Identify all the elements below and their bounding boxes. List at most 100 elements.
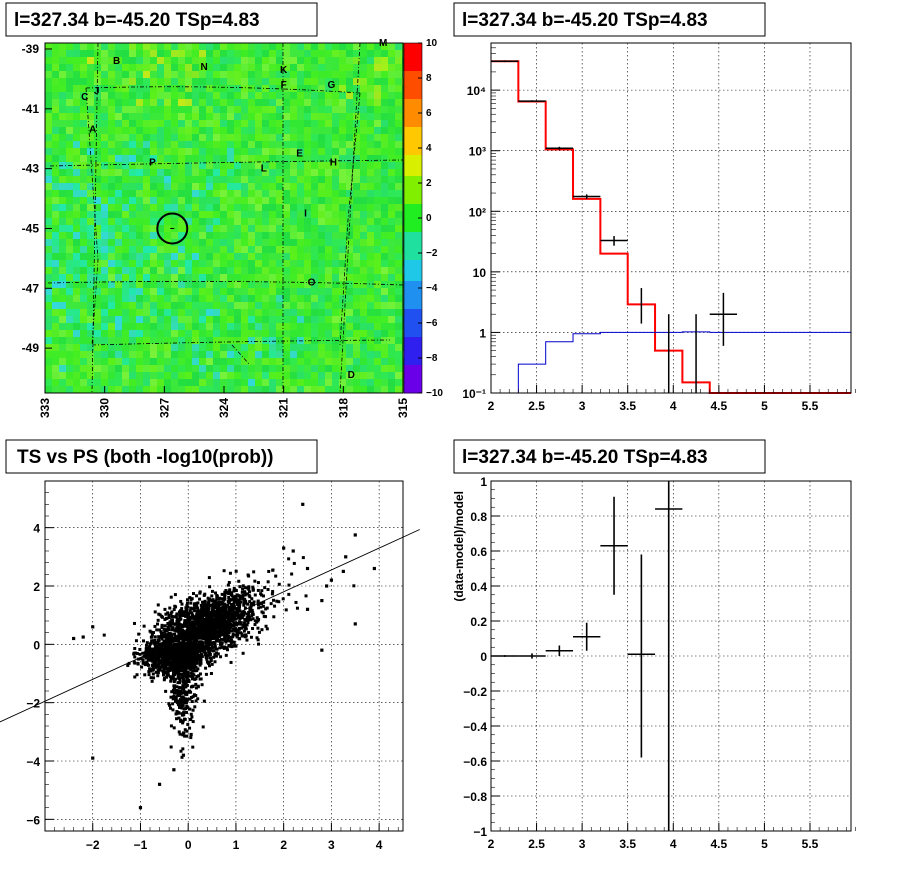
scatter-point — [188, 596, 192, 600]
map-pixel — [367, 344, 374, 351]
map-pixel — [255, 295, 262, 302]
colorbar-segment — [404, 225, 422, 233]
map-pixel — [283, 106, 290, 113]
map-pixel — [185, 71, 192, 78]
map-pixel — [339, 316, 346, 323]
y-tick-label: -45 — [22, 221, 40, 235]
selected-source-circle — [156, 212, 189, 245]
map-pixel — [87, 309, 94, 316]
map-pixel — [353, 64, 360, 71]
scatter-point — [186, 722, 190, 726]
scatter-point — [190, 715, 194, 719]
map-pixel — [297, 260, 304, 267]
map-pixel — [101, 232, 108, 239]
scatter-point — [264, 624, 268, 628]
scatter-point — [195, 674, 199, 678]
map-pixel — [101, 316, 108, 323]
scatter-point — [185, 691, 189, 695]
map-pixel — [66, 372, 73, 379]
map-pixel — [388, 344, 395, 351]
map-pixel — [143, 211, 150, 218]
map-pixel — [290, 372, 297, 379]
scatter-point — [170, 666, 174, 670]
map-pixel — [388, 365, 395, 372]
map-pixel — [101, 302, 108, 309]
scatter-point — [193, 677, 197, 681]
colorbar-segment — [404, 57, 422, 65]
map-pixel — [220, 204, 227, 211]
plot-frame — [490, 42, 852, 394]
spectrum-panel: l=327.34 b=-45.20 TSp=4.83 2 2.5 3 3.5 4 4.5 5… — [453, 2, 856, 413]
map-pixel — [52, 78, 59, 85]
map-pixel — [178, 225, 185, 232]
map-pixel — [59, 386, 66, 393]
map-pixel — [73, 50, 80, 57]
map-pixel — [66, 379, 73, 386]
scatter-point — [287, 592, 291, 596]
x-tick-label: 324 — [217, 398, 231, 418]
map-pixel — [339, 386, 346, 393]
map-pixel — [136, 211, 143, 218]
map-pixel — [388, 190, 395, 197]
scatter-point — [231, 605, 235, 609]
map-pixel — [192, 281, 199, 288]
map-pixel — [374, 337, 381, 344]
map-pixel — [353, 99, 360, 106]
map-pixel — [122, 71, 129, 78]
map-pixel — [80, 267, 87, 274]
map-pixel — [227, 386, 234, 393]
map-pixel — [101, 197, 108, 204]
map-pixel — [80, 183, 87, 190]
map-pixel — [213, 127, 220, 134]
map-pixel — [66, 204, 73, 211]
colorbar-segment — [404, 127, 422, 135]
map-pixel — [213, 176, 220, 183]
map-pixel — [220, 92, 227, 99]
map-pixel — [325, 71, 332, 78]
map-pixel — [59, 253, 66, 260]
map-pixel — [108, 386, 115, 393]
scatter-point — [220, 637, 224, 641]
map-pixel — [290, 43, 297, 50]
map-pixel — [220, 50, 227, 57]
map-pixel — [94, 309, 101, 316]
map-pixel — [346, 183, 353, 190]
scatter-point — [147, 670, 151, 674]
scatter-point — [156, 671, 160, 675]
map-pixel — [129, 127, 136, 134]
map-pixel — [143, 218, 150, 225]
colorbar-tick-label: 6 — [426, 108, 432, 119]
scatter-point — [235, 593, 239, 597]
map-pixel — [220, 190, 227, 197]
scatter-point — [180, 652, 184, 656]
map-pixel — [108, 232, 115, 239]
colorbar-segment — [404, 337, 422, 345]
map-pixel — [157, 309, 164, 316]
map-pixel — [325, 225, 332, 232]
scatter-point — [189, 666, 193, 670]
map-pixel — [304, 302, 311, 309]
map-pixel — [157, 78, 164, 85]
map-pixel — [73, 155, 80, 162]
map-pixel — [178, 120, 185, 127]
scatter-point — [169, 632, 173, 636]
grid-parallel — [47, 281, 404, 286]
scatter-point — [207, 614, 211, 618]
map-pixel — [59, 50, 66, 57]
map-pixel — [388, 134, 395, 141]
map-pixel — [115, 379, 122, 386]
scatter-point — [166, 659, 170, 663]
map-pixel — [339, 260, 346, 267]
map-pixel — [199, 169, 206, 176]
map-pixel — [339, 155, 346, 162]
scatter-point — [191, 669, 195, 673]
map-pixel — [199, 323, 206, 330]
map-pixel — [353, 169, 360, 176]
map-pixel — [94, 344, 101, 351]
map-pixel — [164, 288, 171, 295]
map-pixel — [353, 295, 360, 302]
map-pixel — [199, 232, 206, 239]
map-pixel — [290, 218, 297, 225]
map-pixel — [227, 78, 234, 85]
map-pixel — [220, 337, 227, 344]
